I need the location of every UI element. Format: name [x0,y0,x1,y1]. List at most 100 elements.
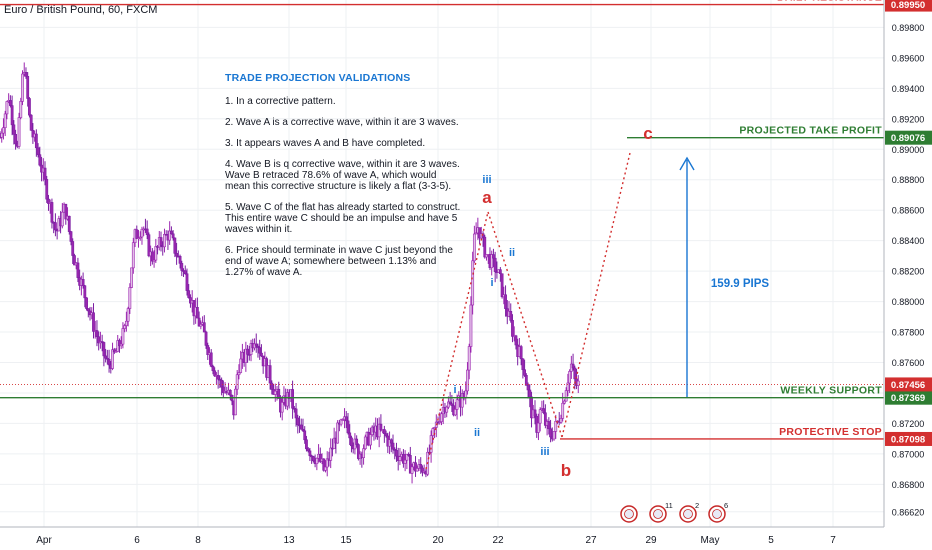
candle[interactable] [554,420,558,432]
candle[interactable] [81,278,85,287]
candle[interactable] [407,453,410,456]
candle[interactable] [563,400,566,404]
candle[interactable] [2,127,5,134]
candle[interactable] [235,374,239,390]
candle[interactable] [221,386,225,393]
candle[interactable] [69,231,73,242]
candle[interactable] [121,328,125,345]
candle[interactable] [195,307,199,319]
candle[interactable] [102,342,106,357]
candle[interactable] [286,392,289,407]
candle[interactable] [0,132,4,138]
candle[interactable] [528,389,532,398]
candle[interactable] [363,436,367,449]
candle[interactable] [180,263,184,271]
candle[interactable] [47,198,50,204]
candle[interactable] [168,230,172,241]
candle[interactable] [303,430,307,441]
candle[interactable] [204,331,208,346]
candle[interactable] [36,147,40,155]
candle[interactable] [447,401,450,408]
candle[interactable] [455,399,459,410]
candle[interactable] [206,345,210,355]
candle[interactable] [509,311,513,321]
candle[interactable] [163,233,166,248]
candle[interactable] [12,124,16,135]
candle[interactable] [547,421,551,430]
candle[interactable] [234,388,237,416]
candle[interactable] [306,448,310,452]
candle[interactable] [438,421,442,423]
candle[interactable] [573,367,577,380]
candle[interactable] [8,100,12,106]
candle[interactable] [474,232,478,235]
candle[interactable] [14,133,17,145]
candle[interactable] [150,251,154,262]
candle[interactable] [17,117,21,147]
candle[interactable] [185,273,189,291]
candle[interactable] [159,237,163,246]
candle[interactable] [382,429,386,434]
candle[interactable] [197,317,201,327]
candle[interactable] [95,330,99,337]
candle[interactable] [483,236,487,258]
candle[interactable] [329,447,333,461]
candle[interactable] [247,354,251,356]
candle[interactable] [440,413,443,422]
candle[interactable] [322,458,326,471]
candle[interactable] [5,101,9,115]
candle[interactable] [209,352,213,367]
candle[interactable] [76,262,80,278]
candle[interactable] [237,372,241,376]
candle[interactable] [448,401,452,405]
candle[interactable] [218,378,222,381]
candle[interactable] [336,422,340,444]
candle[interactable] [105,357,109,360]
candle[interactable] [112,349,116,353]
candle[interactable] [126,308,130,322]
candle[interactable] [97,336,101,344]
candle[interactable] [123,325,127,329]
candle[interactable] [341,419,345,421]
candle[interactable] [561,402,565,419]
candle[interactable] [464,390,468,399]
candle[interactable] [254,343,258,347]
candle[interactable] [415,468,419,472]
candle[interactable] [530,396,533,419]
candle[interactable] [393,448,397,451]
candle[interactable] [431,428,435,436]
candle[interactable] [277,388,281,399]
candle[interactable] [414,462,417,472]
candle[interactable] [270,382,274,390]
candle[interactable] [140,228,144,238]
candle[interactable] [498,269,502,275]
candle[interactable] [246,348,249,355]
candle[interactable] [138,236,142,239]
candle[interactable] [135,229,139,239]
candle[interactable] [216,375,220,380]
candle[interactable] [542,408,546,414]
candle[interactable] [526,385,530,391]
candle[interactable] [325,458,329,468]
candle[interactable] [467,346,471,371]
candle[interactable] [421,467,424,473]
candle[interactable] [19,101,23,118]
candle[interactable] [346,420,350,434]
candle[interactable] [350,437,353,447]
candle[interactable] [453,409,457,416]
candle[interactable] [566,382,570,391]
candle[interactable] [294,408,298,419]
candle[interactable] [3,113,7,128]
candle[interactable] [29,114,33,131]
candle[interactable] [523,369,526,376]
candle[interactable] [260,352,263,357]
candle[interactable] [504,294,507,309]
candle[interactable] [543,412,547,426]
candle[interactable] [31,129,35,138]
candle[interactable] [568,371,572,384]
candle[interactable] [119,343,123,347]
candle[interactable] [305,439,308,450]
candle[interactable] [291,389,294,409]
candle[interactable] [92,312,95,332]
candle[interactable] [402,453,405,464]
